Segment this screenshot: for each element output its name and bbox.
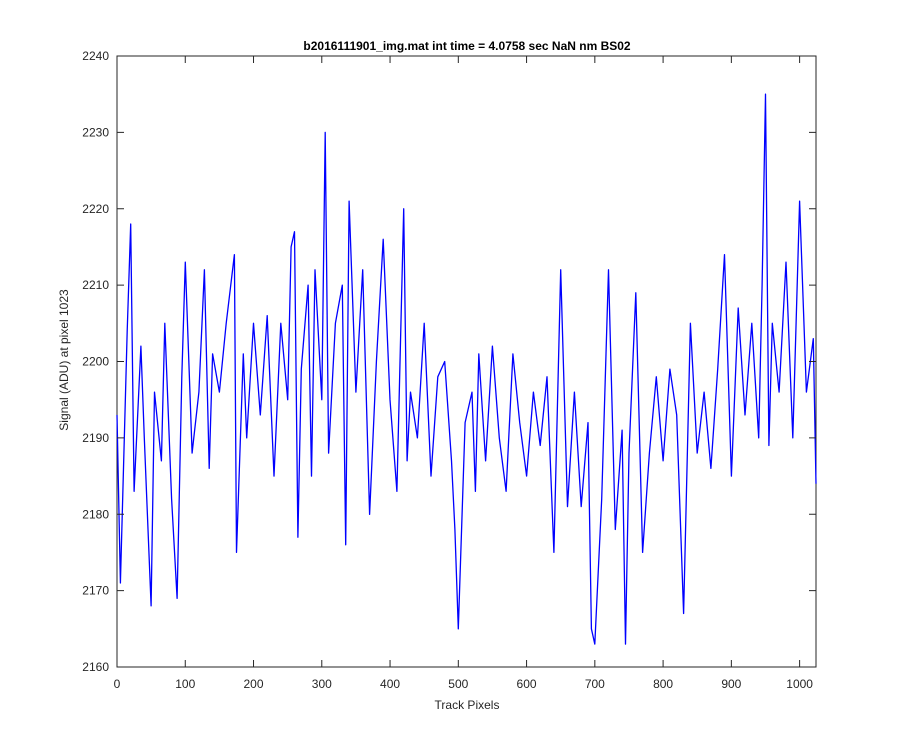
series-layer — [116, 93, 817, 645]
x-tick-label: 500 — [448, 677, 468, 691]
y-tick-label: 2170 — [82, 584, 109, 598]
x-tick-label: 300 — [312, 677, 332, 691]
x-tick-label: 900 — [721, 677, 741, 691]
x-tick-label: 100 — [175, 677, 195, 691]
y-tick-label: 2210 — [82, 278, 109, 292]
x-tick-label: 400 — [380, 677, 400, 691]
x-tick-label: 0 — [114, 677, 121, 691]
series-line-0 — [116, 93, 817, 645]
x-tick-label: 800 — [653, 677, 673, 691]
chart-title: b2016111901_img.mat int time = 4.0758 se… — [303, 39, 631, 53]
y-tick-label: 2160 — [82, 660, 109, 674]
y-tick-label: 2230 — [82, 125, 109, 139]
y-axis-label: Signal (ADU) at pixel 1023 — [57, 289, 71, 431]
x-tick-label: 600 — [517, 677, 537, 691]
y-axis: 2160 2170 2180 2190 2200 2210 2220 2230 2240 — [82, 49, 816, 674]
plot-area: 0 100 200 300 400 500 600 700 800 900 1000 2160 217… — [82, 49, 817, 691]
y-tick-label: 2220 — [82, 202, 109, 216]
x-tick-label: 1000 — [786, 677, 813, 691]
x-tick-label: 700 — [585, 677, 605, 691]
y-tick-label: 2200 — [82, 355, 109, 369]
y-tick-label: 2180 — [82, 507, 109, 521]
x-axis: 0 100 200 300 400 500 600 700 800 900 1000 — [114, 56, 813, 691]
x-tick-label: 200 — [244, 677, 264, 691]
y-tick-label: 2240 — [82, 49, 109, 63]
y-tick-label: 2190 — [82, 431, 109, 445]
x-axis-label: Track Pixels — [435, 698, 500, 712]
